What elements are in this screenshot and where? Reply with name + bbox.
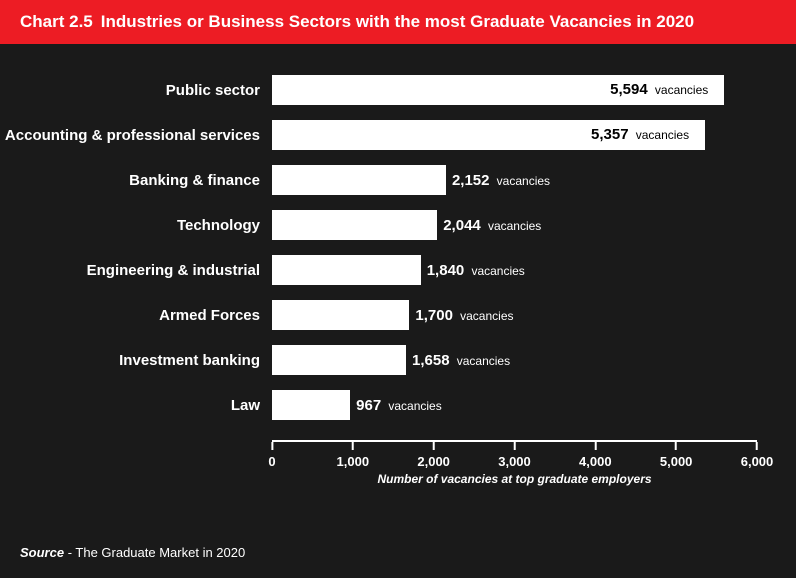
tick-label: 1,000 xyxy=(337,454,370,469)
bar-category-label: Accounting & professional services xyxy=(5,127,260,144)
bar-rect xyxy=(272,300,409,330)
x-tick: 2,000 xyxy=(417,442,450,469)
x-tick: 4,000 xyxy=(579,442,612,469)
source-line: Source - The Graduate Market in 2020 xyxy=(20,545,245,560)
tick-mark xyxy=(513,442,515,450)
x-tick: 6,000 xyxy=(741,442,774,469)
bar-row: Armed Forces1,700 vacancies xyxy=(272,300,757,330)
bar-value-unit: vacancies xyxy=(471,264,524,278)
source-text: - The Graduate Market in 2020 xyxy=(64,545,245,560)
x-tick: 3,000 xyxy=(498,442,531,469)
bar-row: Banking & finance2,152 vacancies xyxy=(272,165,757,195)
bar-rect xyxy=(272,345,406,375)
x-tick: 0 xyxy=(268,442,275,469)
tick-mark xyxy=(756,442,758,450)
bar-category-label: Banking & finance xyxy=(129,172,260,189)
source-label: Source xyxy=(20,545,64,560)
tick-label: 5,000 xyxy=(660,454,693,469)
chart-title-text: Industries or Business Sectors with the … xyxy=(101,12,694,31)
tick-label: 4,000 xyxy=(579,454,612,469)
bar-value: 967 vacancies xyxy=(356,397,442,414)
bar-category-label: Law xyxy=(231,397,260,414)
bar-value-unit: vacancies xyxy=(497,174,550,188)
bars-region: Public sector5,594 vacancies Accounting &… xyxy=(272,75,757,440)
tick-mark xyxy=(675,442,677,450)
bar-value: 5,594 vacancies xyxy=(610,81,708,98)
bar-rect xyxy=(272,390,350,420)
bar-value-unit: vacancies xyxy=(488,219,541,233)
tick-label: 3,000 xyxy=(498,454,531,469)
chart-title-bar: Chart 2.5 Industries or Business Sectors … xyxy=(0,0,796,44)
bar-row: Public sector5,594 vacancies xyxy=(272,75,757,105)
bar-value: 1,658 vacancies xyxy=(412,352,510,369)
chart-container: Chart 2.5 Industries or Business Sectors … xyxy=(0,0,796,578)
bar-category-label: Investment banking xyxy=(119,352,260,369)
bar-category-label: Technology xyxy=(177,217,260,234)
plot-area: Public sector5,594 vacancies Accounting &… xyxy=(272,75,757,480)
tick-label: 0 xyxy=(268,454,275,469)
bar-value-unit: vacancies xyxy=(457,354,510,368)
tick-label: 2,000 xyxy=(417,454,450,469)
bar-value: 2,044 vacancies xyxy=(443,217,541,234)
bar-category-label: Public sector xyxy=(166,82,260,99)
bar-value-unit: vacancies xyxy=(388,399,441,413)
bar-row: Law967 vacancies xyxy=(272,390,757,420)
bar-value-unit: vacancies xyxy=(460,309,513,323)
bar-value: 2,152 vacancies xyxy=(452,172,550,189)
tick-mark xyxy=(594,442,596,450)
tick-mark xyxy=(271,442,273,450)
bar-rect xyxy=(272,210,437,240)
bar-rect xyxy=(272,255,421,285)
bar-rect xyxy=(272,165,446,195)
bar-row: Technology2,044 vacancies xyxy=(272,210,757,240)
bar-category-label: Engineering & industrial xyxy=(87,262,260,279)
tick-mark xyxy=(352,442,354,450)
x-axis: Number of vacancies at top graduate empl… xyxy=(272,440,757,480)
bar-value-unit: vacancies xyxy=(636,128,689,142)
x-tick: 1,000 xyxy=(337,442,370,469)
tick-mark xyxy=(433,442,435,450)
bar-value: 1,840 vacancies xyxy=(427,262,525,279)
bar-row: Engineering & industrial1,840 vacancies xyxy=(272,255,757,285)
x-tick: 5,000 xyxy=(660,442,693,469)
chart-number: Chart 2.5 xyxy=(20,12,93,31)
bar-value-unit: vacancies xyxy=(655,83,708,97)
bar-category-label: Armed Forces xyxy=(159,307,260,324)
bar-value: 1,700 vacancies xyxy=(415,307,513,324)
x-axis-title: Number of vacancies at top graduate empl… xyxy=(272,472,757,486)
bar-value: 5,357 vacancies xyxy=(591,126,689,143)
tick-label: 6,000 xyxy=(741,454,774,469)
bar-row: Investment banking1,658 vacancies xyxy=(272,345,757,375)
bar-row: Accounting & professional services5,357 … xyxy=(272,120,757,150)
